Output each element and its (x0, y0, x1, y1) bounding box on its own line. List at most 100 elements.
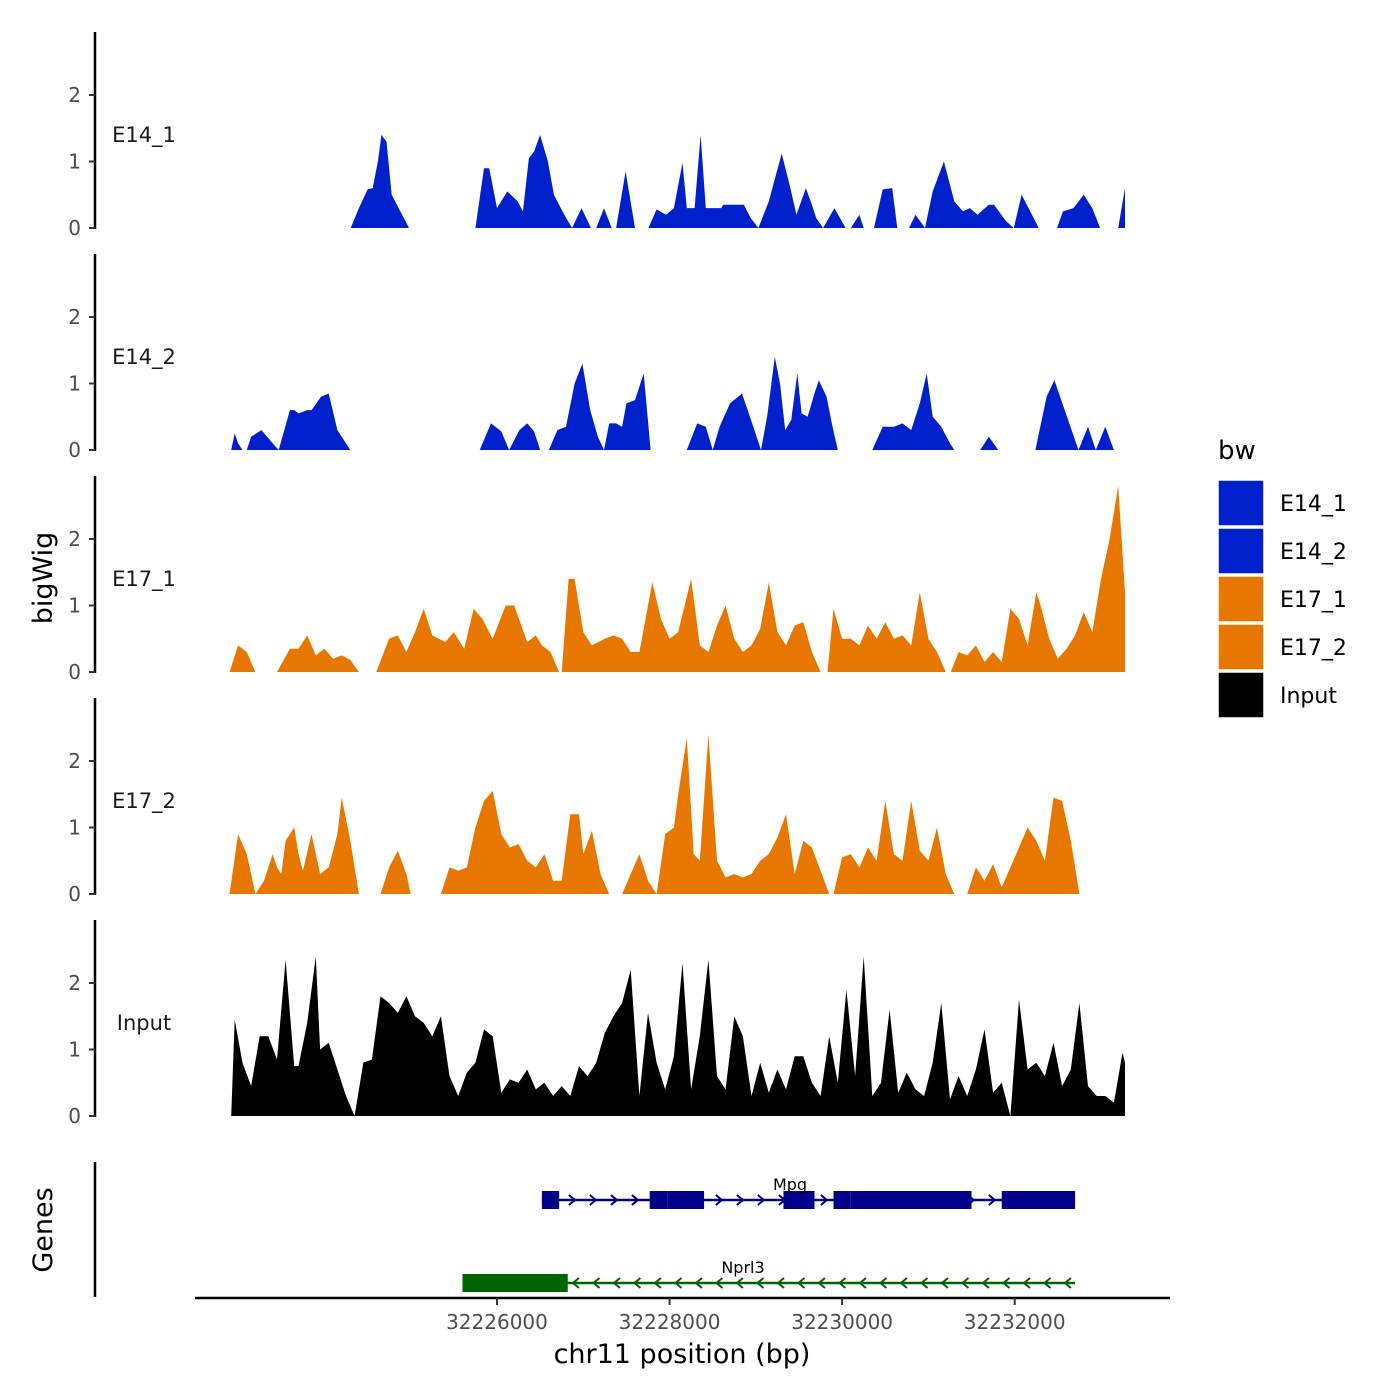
y-tick-label: 1 (68, 816, 81, 840)
legend-label: E14_2 (1280, 540, 1347, 565)
strand-arrow (736, 1194, 745, 1206)
track-area (874, 188, 898, 228)
x-tick-label: 32228000 (619, 1310, 721, 1334)
track-area (833, 800, 955, 894)
strand-arrow (820, 1194, 829, 1206)
strand-arrow (610, 1194, 619, 1206)
track-area (827, 592, 946, 672)
y-tick-label: 0 (68, 216, 81, 240)
strand-arrow (757, 1194, 766, 1206)
track-area (231, 956, 1125, 1116)
track-area (561, 578, 821, 672)
legend-label: E17_2 (1280, 636, 1347, 661)
track-area (596, 171, 635, 228)
strand-arrow (988, 1194, 997, 1206)
y-tick-label: 0 (68, 882, 81, 906)
track-area (376, 605, 560, 672)
track-area (1118, 154, 1125, 228)
track-area (229, 797, 359, 894)
legend-label: E17_1 (1280, 588, 1347, 613)
x-axis-title: chr11 position (bp) (554, 1339, 811, 1370)
y-tick-label: 2 (68, 83, 81, 107)
strand-arrow (899, 1277, 908, 1289)
strand-arrow (612, 1277, 621, 1289)
legend-item: E14_2 (1217, 527, 1347, 575)
track-area (967, 797, 1080, 894)
exon (541, 1191, 560, 1209)
track-area (380, 850, 411, 894)
gene-label: Mpg (773, 1175, 807, 1194)
gene-nprl3: Nprl3 (462, 1258, 1076, 1292)
strand-arrow (755, 1277, 765, 1289)
exon (783, 1191, 815, 1209)
strand-arrow (1042, 1277, 1052, 1289)
track-area (1125, 323, 1129, 450)
legend-swatch (1217, 575, 1265, 623)
legend-title: bw (1218, 436, 1256, 466)
legend-label: E14_1 (1280, 492, 1347, 517)
track-e14-1: 0 1 2 E14_1 (68, 32, 1125, 240)
track-area (1057, 194, 1101, 228)
exon (462, 1274, 568, 1292)
legend-swatch (1217, 623, 1265, 671)
y-tick-label: 1 (68, 150, 81, 174)
strand-arrow (960, 1277, 970, 1289)
gene-label: Nprl3 (721, 1258, 764, 1277)
y-tick-label: 0 (68, 1104, 81, 1128)
track-area (350, 134, 409, 228)
legend-item: Input (1217, 671, 1337, 719)
strand-arrow (940, 1277, 949, 1289)
y-tick-label: 1 (68, 594, 81, 618)
strand-arrow (735, 1277, 744, 1289)
strand-arrow (673, 1277, 683, 1289)
exon (649, 1191, 668, 1209)
x-axis: 32226000 32228000 32230000 32232000 (195, 1296, 1170, 1334)
track-input: 0 1 2 Input (68, 920, 1125, 1128)
track-area (475, 134, 591, 228)
track-label: E17_2 (112, 789, 176, 814)
strand-arrow (714, 1277, 724, 1289)
track-area (872, 373, 955, 450)
y-tick-label: 0 (68, 438, 81, 462)
genes-layer: Mpg Nprl3 (93, 1162, 1076, 1297)
legend-label: Input (1280, 684, 1337, 709)
strand-arrow (981, 1277, 990, 1289)
genes-panel-title: Genes (28, 1187, 59, 1272)
track-area (440, 790, 610, 894)
y-tick-label: 2 (68, 305, 81, 329)
track-area (231, 393, 351, 450)
track-area (686, 356, 838, 450)
track-area (277, 635, 359, 672)
gene-mpg: Mpg (541, 1175, 1076, 1209)
strand-arrow (715, 1194, 724, 1206)
strand-arrow (589, 1194, 598, 1206)
track-area (1035, 380, 1114, 450)
strand-arrow (878, 1277, 888, 1289)
y-tick-label: 2 (68, 971, 81, 995)
legend-item: E14_1 (1217, 479, 1347, 527)
legend-swatch (1217, 671, 1265, 719)
exon (833, 1191, 851, 1209)
track-label: E17_1 (112, 567, 176, 592)
y-tick-label: 2 (68, 749, 81, 773)
legend: bw E14_1 E14_2 E17_1 E17_2 Input (1217, 436, 1347, 719)
strand-arrow (1022, 1277, 1031, 1289)
track-label: E14_1 (112, 123, 176, 148)
y-tick-label: 2 (68, 527, 81, 551)
tracks-layer: 0 1 2 E14_1 0 1 2 E14_2 0 1 2 E17_1 0 1 2 E17_2 0 1 2 Input (68, 32, 1129, 1128)
exon (667, 1191, 705, 1209)
track-e17-1: 0 1 2 E17_1 (68, 476, 1125, 684)
legend-item: E17_1 (1217, 575, 1347, 623)
strand-arrow (776, 1277, 785, 1289)
strand-arrow (653, 1277, 662, 1289)
track-e17-2: 0 1 2 E17_2 (68, 698, 1080, 906)
strand-arrow (837, 1277, 847, 1289)
legend-swatch (1217, 479, 1265, 527)
strand-arrow (631, 1194, 640, 1206)
x-tick-label: 32226000 (446, 1310, 548, 1334)
strand-arrow (796, 1277, 806, 1289)
track-area (980, 436, 999, 450)
track-area (950, 485, 1125, 672)
track-area (229, 645, 256, 672)
